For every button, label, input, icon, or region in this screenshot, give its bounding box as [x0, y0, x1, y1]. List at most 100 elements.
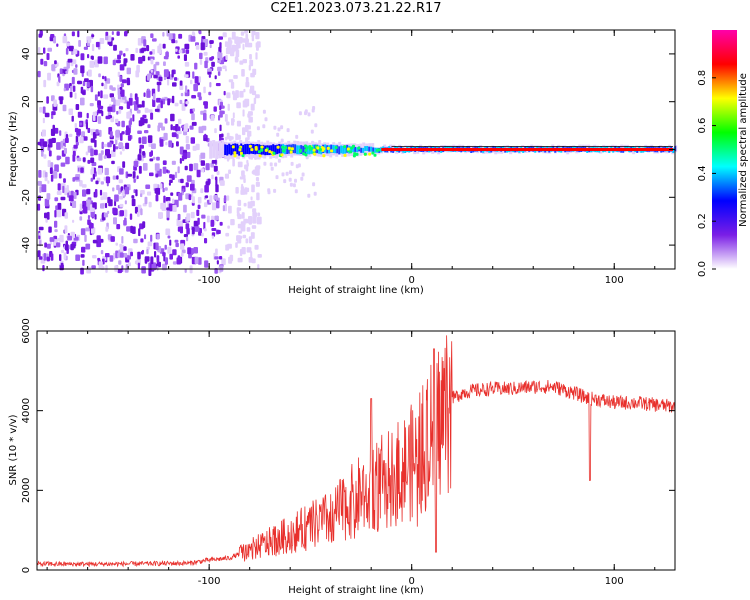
spectrogram-noise-cell: [232, 92, 238, 101]
spectrogram-noise-cell: [189, 163, 193, 172]
spectrogram-noise-cell: [186, 213, 191, 221]
spectrogram-noise-cell: [40, 58, 44, 65]
colorbar-tick-label: 0.8: [697, 70, 708, 86]
spectrogram-noise-cell: [98, 73, 101, 78]
spectrogram-noise-cell: [91, 227, 96, 234]
spectrogram-noise-cell: [38, 195, 42, 201]
spectrogram-noise-cell: [47, 180, 50, 184]
spectrogram-noise-cell: [236, 58, 239, 62]
spectrogram-noise-cell: [255, 32, 260, 40]
spectrogram-noise-cell: [82, 259, 85, 266]
spectrogram-noise-cell: [93, 149, 98, 156]
spectrogram-noise-cell: [146, 246, 150, 250]
spectrogram-noise-cell: [44, 242, 47, 248]
spectrogram-noise-cell: [256, 216, 262, 225]
spectrogram-noise-cell: [139, 148, 142, 155]
spectrogram-noise-cell: [44, 112, 50, 118]
spectrogram-noise-cell: [203, 51, 208, 56]
spectrogram-noise-cell: [180, 178, 184, 184]
spectrogram-noise-cell: [56, 43, 59, 47]
spectrogram-noise-cell: [101, 214, 104, 220]
spectrogram-noise-cell: [146, 249, 149, 255]
spectrogram-noise-cell: [103, 176, 106, 181]
spectrogram-noise-cell: [197, 196, 202, 204]
spectrogram-noise-cell: [105, 253, 110, 258]
spectrogram-trace-speckle: [281, 145, 284, 149]
spectrogram-noise-cell: [97, 100, 101, 106]
spectrogram-noise-cell: [111, 87, 116, 91]
spectrogram-noise-cell: [72, 85, 76, 92]
spectrogram-noise-cell: [42, 106, 46, 114]
spectrogram-noise-cell: [89, 103, 94, 107]
spectrogram-noise-cell: [203, 113, 207, 121]
spectrogram-noise-cell: [307, 112, 311, 117]
spectrogram-noise-cell: [192, 145, 197, 151]
spectrogram-noise-cell: [50, 34, 55, 38]
spectrogram-noise-cell: [166, 210, 170, 218]
spectrogram-noise-cell: [103, 94, 109, 99]
spectrogram-noise-cell: [228, 135, 232, 141]
spectrogram-trace-band: [270, 145, 273, 155]
spectrogram-noise-cell: [257, 264, 260, 269]
spectrogram-noise-cell: [86, 81, 90, 88]
colorbar-tick-label: 0.4: [697, 165, 708, 181]
spectrogram-noise-cell: [54, 127, 59, 134]
spectrogram-noise-cell: [186, 236, 189, 242]
spectrogram-trace-band: [380, 147, 383, 153]
spectrogram-noise-cell: [111, 160, 115, 165]
spectrogram-noise-cell: [181, 155, 185, 162]
spectrogram-noise-cell: [80, 254, 85, 258]
spectrogram-trace-speckle: [257, 150, 261, 154]
spectrogram-noise-cell: [185, 85, 188, 93]
spectrogram-noise-cell: [157, 45, 160, 54]
spectrogram-noise-cell: [274, 162, 278, 167]
spectrogram-noise-cell: [56, 242, 61, 248]
spectrogram-noise-cell: [119, 151, 123, 155]
spectrogram-noise-cell: [251, 184, 255, 189]
spectrogram-noise-cell: [155, 187, 161, 195]
spectrogram-trace-halo: [209, 140, 213, 159]
spectrogram-trace-speckle: [284, 146, 288, 150]
spectrogram-trace-band: [332, 144, 335, 153]
spectrogram-noise-cell: [209, 82, 212, 88]
spectrogram-noise-cell: [43, 253, 47, 261]
spectrogram-noise-cell: [187, 247, 192, 255]
spectrogram-noise-cell: [298, 111, 302, 116]
spectrogram-noise-cell: [210, 115, 215, 121]
spectrogram-noise-cell: [155, 71, 160, 76]
spectrogram-noise-cell: [185, 144, 190, 150]
spectrogram-x-ticks: -100 0 100: [46, 30, 656, 286]
spectrogram-noise-cell: [107, 106, 113, 112]
spectrogram-noise-cell: [178, 192, 183, 201]
spectrogram-noise-cell: [174, 77, 178, 81]
spectrogram-noise-cell: [120, 89, 125, 97]
spectrogram-noise-cell: [107, 142, 112, 148]
spectrogram-noise-cell: [256, 182, 260, 187]
snr-x-tick-label: -100: [198, 576, 221, 587]
spectrogram-noise-cell: [135, 96, 139, 105]
snr-series-line: [36, 335, 676, 568]
spectrogram-noise-cell: [101, 141, 104, 149]
spectrogram-noise-cell: [50, 253, 54, 261]
spectrogram-noise-cell: [214, 215, 219, 221]
spectrogram-noise-cell: [147, 241, 153, 247]
spectrogram-noise-cell: [189, 125, 194, 130]
spectrogram-noise-cell: [41, 129, 46, 137]
spectrogram-trace-speckle: [280, 153, 284, 157]
spectrogram-noise-cell: [304, 111, 307, 116]
spectrogram-noise-cell: [162, 32, 165, 37]
spectrogram-noise-cell: [41, 184, 47, 193]
spectrogram-noise-cell: [91, 43, 95, 52]
spectrogram-noise-cell: [249, 59, 254, 67]
spectrogram-noise-cell: [140, 238, 144, 243]
spectrogram-trace-band: [244, 144, 247, 155]
spectrogram-trace-speckle: [313, 152, 317, 156]
spectrogram-noise-cell: [253, 97, 257, 105]
spectrogram-noise-cell: [207, 68, 212, 72]
spectrogram-noise-cell: [121, 79, 127, 84]
spectrogram-noise-cell: [91, 34, 95, 38]
spectrogram-noise-cell: [203, 221, 206, 230]
spectrogram-noise-cell: [208, 91, 212, 96]
spectrogram-noise-cell: [39, 186, 42, 193]
spectrogram-noise-cell: [185, 101, 190, 105]
